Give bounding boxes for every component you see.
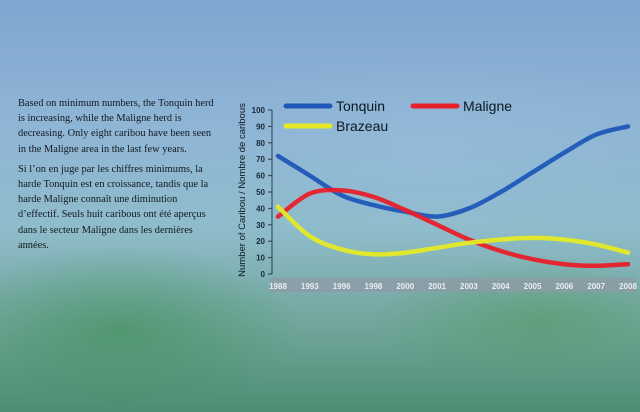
- x-axis-band: [270, 278, 636, 292]
- x-tick-label: 1998: [365, 282, 383, 291]
- y-tick-label: 0: [261, 270, 266, 279]
- y-axis-label: Number of Caribou / Nombre de caribous: [237, 103, 248, 277]
- y-tick-label: 20: [256, 237, 265, 246]
- description-text: Based on minimum numbers, the Tonquin he…: [18, 96, 218, 258]
- x-tick-label: 2003: [460, 282, 478, 291]
- x-tick-label: 2008: [619, 282, 637, 291]
- x-tick-label: 1993: [301, 282, 319, 291]
- x-tick-label: 2004: [492, 282, 510, 291]
- x-tick-label: 1988: [269, 282, 287, 291]
- y-tick-label: 10: [256, 254, 265, 263]
- legend-label-maligne: Maligne: [463, 98, 512, 114]
- x-tick-label: 2005: [524, 282, 542, 291]
- y-tick-label: 80: [256, 139, 265, 148]
- x-tick-label: 2006: [555, 282, 573, 291]
- legend-label-tonquin: Tonquin: [336, 98, 385, 114]
- y-tick-label: 90: [256, 122, 265, 131]
- legend-label-brazeau: Brazeau: [336, 118, 388, 134]
- series-line-brazeau: [275, 204, 631, 257]
- series-lines: [275, 124, 631, 269]
- legend: Tonquin Maligne Brazeau: [283, 98, 512, 134]
- x-axis: 1988 1993 1996 1998 2000 2001 2003 2004 2005 2006…: [269, 278, 637, 292]
- y-tick-label: 60: [256, 172, 265, 181]
- y-tick-label: 50: [256, 188, 265, 197]
- x-tick-label: 2001: [428, 282, 446, 291]
- english-paragraph: Based on minimum numbers, the Tonquin he…: [18, 98, 214, 155]
- y-axis: 0 10 20 30 40 50 60 70 80 90 100: [252, 106, 273, 279]
- y-tick-label: 100: [252, 106, 266, 115]
- x-tick-label: 2000: [396, 282, 414, 291]
- x-tick-label: 2007: [587, 282, 605, 291]
- y-tick-label: 40: [256, 204, 265, 213]
- y-tick-label: 30: [256, 221, 265, 230]
- french-paragraph: Si l’on en juge par les chiffres minimum…: [18, 163, 209, 251]
- y-tick-label: 70: [256, 155, 265, 164]
- x-tick-label: 1996: [333, 282, 351, 291]
- series-line-tonquin: [275, 124, 631, 219]
- series-line-maligne: [275, 187, 631, 269]
